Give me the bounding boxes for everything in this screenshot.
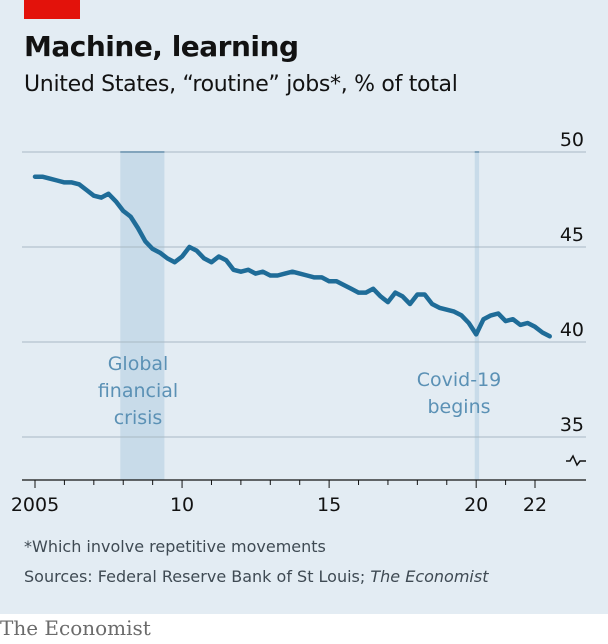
chart-title: Machine, learning <box>24 30 299 63</box>
chart-subtitle: United States, “routine” jobs*, % of tot… <box>24 72 458 97</box>
series-line <box>32 174 552 339</box>
line-chart: 35 40 45 50 2005 10 15 20 22 Global financial crisi… <box>11 129 586 516</box>
shaded-period-1 <box>474 152 480 480</box>
y-tick-label-40: 40 <box>560 319 584 341</box>
sources-publication: The Economist <box>370 567 489 586</box>
annotation-1-line-1: begins <box>427 396 490 418</box>
chart-panel <box>0 0 608 614</box>
sources-note: Sources: Federal Reserve Bank of St Loui… <box>24 567 488 586</box>
x-tick-label-2015: 15 <box>317 494 341 516</box>
y-tick-label-50: 50 <box>560 129 584 151</box>
annotation-1-line-0: Covid-19 <box>417 369 502 391</box>
annotation-0-line-2: crisis <box>114 407 163 429</box>
shaded-period-0 <box>120 152 165 480</box>
publication-logo: The Economist <box>0 616 151 640</box>
x-tick-label-2020: 20 <box>464 494 488 516</box>
y-tick-label-35: 35 <box>560 414 584 436</box>
annotation-0-line-0: Global <box>108 353 169 375</box>
x-tick-label-2005: 2005 <box>11 494 59 516</box>
axis-break-icon <box>566 454 586 467</box>
footnote: *Which involve repetitive movements <box>24 537 326 556</box>
annotation-0-line-1: financial <box>98 380 178 402</box>
x-tick-label-2010: 10 <box>170 494 194 516</box>
x-tick-label-2022: 22 <box>523 494 547 516</box>
brand-red-bar <box>24 0 80 19</box>
y-tick-label-45: 45 <box>560 224 584 246</box>
sources-text: Sources: Federal Reserve Bank of St Loui… <box>24 567 371 586</box>
